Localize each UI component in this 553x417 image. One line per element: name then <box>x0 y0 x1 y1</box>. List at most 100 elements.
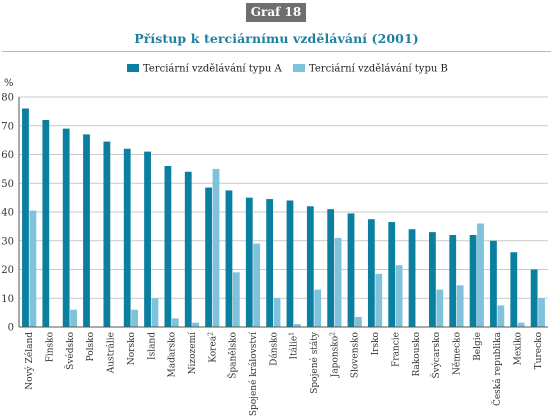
x-tick-label: Polsko <box>86 332 96 361</box>
x-tick-label: Norsko <box>127 332 137 365</box>
bar-type-a <box>306 206 314 327</box>
bar-chart: Terciární vzdělávání typu A Terciární vzd… <box>1 64 548 416</box>
bar-type-b <box>456 285 464 327</box>
x-tick-label: Mexiko <box>513 332 523 365</box>
x-tick-label: Belgie <box>473 332 483 361</box>
bar-type-a <box>103 141 111 327</box>
legend: Terciární vzdělávání typu A Terciární vzd… <box>127 64 448 75</box>
x-tick-label: Česká republika <box>491 331 503 406</box>
x-tick-label: Rakousko <box>412 332 422 377</box>
x-tick-label: Turecko <box>534 332 544 369</box>
bar-type-b <box>151 298 159 327</box>
x-tick-label: Francie <box>391 332 401 367</box>
bar-type-b <box>29 210 37 327</box>
bar-type-b <box>70 309 77 327</box>
legend-swatch <box>127 64 139 72</box>
x-tick-label: Maďarsko <box>168 332 178 378</box>
x-axis: Nový Zéland Finsko Švédsko Polsko Austrálie N… <box>19 326 548 416</box>
x-tick-label: Spojené státy <box>309 331 320 394</box>
x-tick-label: Island <box>147 332 157 360</box>
bar-type-a <box>408 229 416 327</box>
footnote-marker: 2 <box>329 332 336 336</box>
bar-type-b <box>232 272 240 327</box>
bar-type-a <box>164 166 172 327</box>
x-tick-label: Nový Zéland <box>24 332 35 390</box>
bar-type-b <box>477 223 484 327</box>
bar-type-a <box>449 235 457 327</box>
bar-type-a <box>184 171 192 327</box>
bar-type-a <box>530 269 538 327</box>
bar-type-b <box>375 273 383 327</box>
y-tick-label: 70 <box>1 121 14 132</box>
bar-type-a <box>428 232 436 327</box>
title-divider <box>2 51 551 52</box>
bar-type-b <box>131 309 139 327</box>
bars <box>22 108 545 327</box>
y-tick-label: 30 <box>1 236 14 247</box>
footnote-marker: 2 <box>207 332 214 336</box>
bar-type-a <box>245 197 253 327</box>
bar-type-b <box>497 305 505 327</box>
bar-type-a <box>62 128 70 327</box>
x-tick-label: Korea2 <box>207 332 218 363</box>
bar-type-b <box>171 318 179 327</box>
bar-type-a <box>22 108 29 327</box>
bar-type-a <box>225 190 233 327</box>
bar-type-b <box>293 324 301 327</box>
x-tick-label: Irsko <box>371 332 381 355</box>
y-tick-label: 20 <box>1 265 14 276</box>
x-tick-label: Austrálie <box>106 332 117 374</box>
bar-type-b <box>212 168 220 327</box>
bar-type-b <box>314 289 322 327</box>
bar-type-a <box>266 199 274 327</box>
bar-type-b <box>273 298 281 327</box>
bar-type-b <box>538 298 545 327</box>
x-tick-label: Japonsko2 <box>329 332 340 378</box>
bar-type-a <box>123 148 131 327</box>
bar-type-b <box>517 322 525 327</box>
y-tick-label: 40 <box>1 208 14 219</box>
bar-type-a <box>367 219 375 327</box>
x-tick-label: Nizozemí <box>187 332 198 375</box>
bar-type-a <box>42 120 50 327</box>
x-tick-label: Německo <box>451 332 462 375</box>
bar-type-b <box>253 243 261 327</box>
bar-type-a <box>469 235 477 327</box>
footnote-marker: 1 <box>289 332 296 336</box>
y-axis-unit-label: % <box>4 78 14 89</box>
bar-type-b <box>334 237 342 327</box>
y-tick-label: 50 <box>1 179 14 190</box>
bar-type-b <box>192 322 200 327</box>
y-tick-label: 0 <box>8 323 14 334</box>
bar-type-a <box>510 252 518 327</box>
bar-type-a <box>327 209 335 327</box>
x-tick-label: Španělsko <box>227 332 239 379</box>
bar-type-b <box>355 316 362 327</box>
bar-type-b <box>395 265 403 327</box>
bar-type-a <box>83 134 90 327</box>
x-tick-label: Slovensko <box>351 332 361 378</box>
y-axis: 0 10 20 30 40 50 60 70 80% <box>1 78 20 334</box>
x-tick-label: Itálie1 <box>289 332 300 359</box>
legend-swatch <box>293 64 305 72</box>
legend-label: Terciární vzdělávání typu A <box>143 64 282 75</box>
y-tick-label: 80 <box>1 93 14 104</box>
bar-type-a <box>205 187 212 327</box>
y-tick-label: 60 <box>1 150 14 161</box>
bar-type-a <box>144 151 151 327</box>
x-tick-label: Dánsko <box>268 332 279 366</box>
gridlines <box>19 96 548 328</box>
bar-type-b <box>436 289 444 327</box>
x-tick-label: Finsko <box>46 332 56 362</box>
legend-label: Terciární vzdělávání typu B <box>309 64 448 75</box>
bar-type-a <box>347 213 355 327</box>
x-tick-label: Švédsko <box>64 332 76 370</box>
bar-type-a <box>286 200 294 327</box>
x-tick-label: Spojené království <box>248 332 259 416</box>
bar-type-a <box>388 222 396 327</box>
x-tick-label: Švýcarsko <box>430 332 442 379</box>
y-tick-label: 10 <box>1 294 14 305</box>
graph-number-badge: Graf 18 <box>246 3 306 22</box>
bar-type-a <box>490 240 497 327</box>
chart-title: Přístup k terciárnímu vzdělávání (2001) <box>134 31 419 46</box>
